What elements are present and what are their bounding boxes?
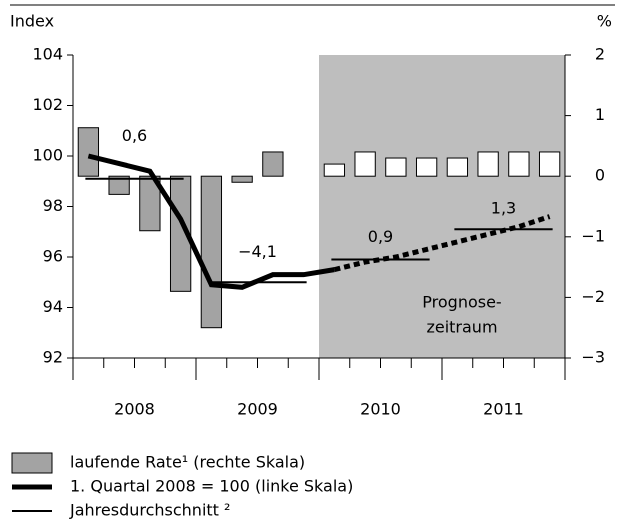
y-tick-label: 104 [32, 45, 63, 64]
y2-tick-label: −3 [581, 348, 605, 367]
y2-tick-label: −1 [581, 226, 605, 245]
average-label: 1,3 [491, 199, 516, 218]
average-label: −4,1 [238, 242, 277, 261]
x-tick-label: 2009 [237, 400, 278, 419]
x-tick-label: 2008 [114, 400, 155, 419]
forecast-label: zeitraum [426, 318, 497, 337]
forecast-label: Prognose- [422, 293, 501, 312]
x-tick-label: 2011 [483, 400, 524, 419]
bar [169, 175, 192, 292]
bar [508, 151, 530, 177]
bar [415, 157, 438, 177]
y2-tick-label: 2 [595, 45, 605, 64]
y2-tick-label: 1 [595, 105, 605, 124]
index-line-forecast [333, 214, 551, 273]
average-label: 0,9 [368, 227, 393, 246]
y-tick-label: 100 [32, 146, 63, 165]
legend-label: 1. Quartal 2008 = 100 (linke Skala) [70, 477, 353, 496]
bar [231, 175, 253, 183]
y2-axis-label: % [597, 12, 612, 31]
average-label: 0,6 [122, 126, 147, 145]
bar [385, 157, 407, 177]
y-tick-label: 96 [43, 247, 63, 266]
bar [538, 151, 561, 177]
y-tick-label: 94 [43, 297, 63, 316]
legend-swatch [11, 452, 53, 474]
y-tick-label: 98 [43, 196, 63, 215]
bar [262, 151, 284, 177]
y2-tick-label: 0 [595, 166, 605, 185]
bar [200, 175, 223, 329]
index-line [87, 153, 335, 290]
y2-tick-label: −2 [581, 287, 605, 306]
bar [77, 127, 100, 177]
bar [108, 175, 130, 195]
legend-label: laufende Rate¹ (rechte Skala) [70, 453, 305, 472]
bar [446, 157, 469, 177]
y-axis-label: Index [10, 12, 54, 31]
bar [477, 151, 499, 177]
y-tick-label: 102 [32, 95, 63, 114]
legend-label: Jahresdurchschnitt ² [69, 501, 230, 520]
forecast-shade [319, 55, 565, 358]
bar [354, 151, 376, 177]
y-tick-label: 92 [43, 348, 63, 367]
bar [139, 175, 161, 232]
x-tick-label: 2010 [360, 400, 401, 419]
bar [323, 163, 346, 177]
